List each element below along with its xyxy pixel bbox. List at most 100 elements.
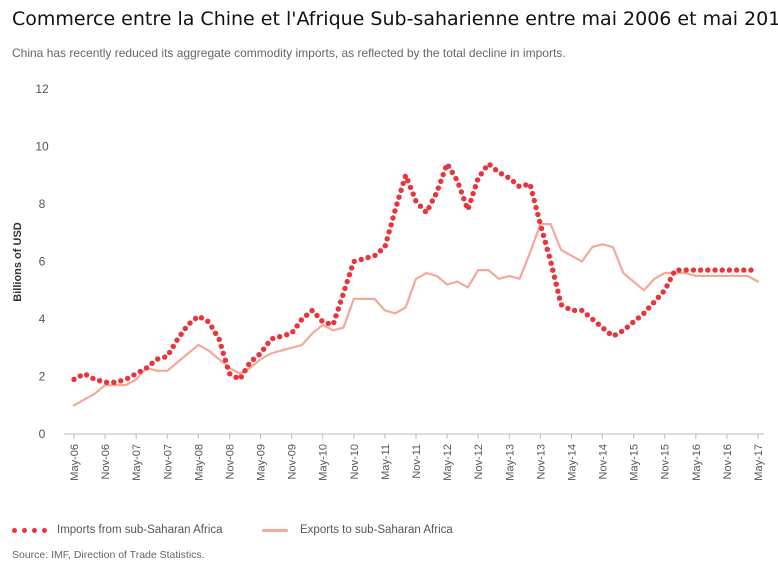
imports-dot: [137, 368, 143, 375]
x-tick-label: Nov-06: [100, 444, 112, 479]
imports-dot: [227, 371, 233, 377]
imports-dot: [342, 285, 348, 292]
x-tick-label: May-13: [504, 444, 516, 481]
imports-dot: [170, 343, 176, 350]
imports-dot: [382, 243, 388, 249]
imports-dot: [277, 334, 283, 340]
imports-dot: [606, 330, 613, 337]
imports-dot: [553, 281, 559, 287]
imports-dot: [166, 349, 173, 356]
imports-dot: [111, 379, 117, 385]
imports-dot: [77, 373, 84, 379]
x-tick-label: Nov-12: [473, 444, 485, 479]
imports-dot: [548, 260, 554, 266]
x-tick-label: Nov-16: [722, 444, 734, 479]
imports-dot: [260, 346, 267, 352]
legend-label-imports: Imports from sub-Saharan Africa: [57, 524, 223, 536]
imports-dot: [468, 197, 474, 204]
y-axis: 0 2 4 6 8 10 12: [35, 82, 49, 441]
imports-dot: [528, 183, 534, 190]
imports-dot: [314, 312, 320, 319]
y-tick-label: 4: [39, 312, 46, 326]
imports-dot: [472, 184, 479, 190]
dotted-line-swatch-icon: [12, 527, 47, 533]
imports-dot: [377, 248, 384, 254]
imports-dot: [284, 332, 290, 338]
imports-dot: [294, 323, 300, 329]
imports-dot: [748, 267, 754, 273]
imports-dot: [218, 343, 224, 350]
imports-dot: [690, 267, 697, 273]
series-exports: [72, 223, 760, 407]
imports-dot: [103, 379, 110, 385]
imports-dot: [96, 378, 103, 384]
imports-dot: [551, 274, 558, 280]
x-tick-label: Nov-14: [598, 444, 610, 479]
imports-dot: [612, 332, 618, 338]
x-tick-label: May-11: [380, 444, 392, 480]
imports-dot: [630, 319, 636, 326]
imports-dot: [498, 171, 505, 177]
x-tick-label: May-12: [442, 444, 454, 481]
line-chart: 0 2 4 6 8 10 12 May-06 Nov-06 May-07 Nov-07 May-08…: [12, 82, 765, 481]
imports-dot: [358, 256, 364, 263]
x-tick-label: Nov-13: [535, 444, 547, 479]
imports-dot: [505, 174, 511, 180]
imports-dot: [435, 185, 441, 191]
imports-dot: [270, 335, 276, 342]
imports-dot: [187, 320, 193, 326]
imports-dot: [256, 352, 262, 358]
imports-dot: [535, 211, 541, 218]
imports-dot: [590, 316, 596, 323]
imports-dot: [565, 305, 571, 312]
imports-dot: [410, 191, 416, 197]
imports-dot: [407, 184, 414, 191]
imports-dot: [650, 300, 657, 306]
imports-dot: [131, 372, 137, 378]
x-tick-label: May-17: [753, 444, 765, 481]
imports-dot: [340, 292, 346, 298]
imports-dot: [538, 225, 545, 232]
imports-dot: [265, 340, 271, 347]
imports-dot: [458, 189, 465, 195]
imports-dot: [555, 288, 561, 294]
imports-dot: [453, 175, 459, 182]
source-note: Source: IMF, Direction of Trade Statisti…: [12, 549, 205, 561]
imports-dot: [667, 276, 673, 283]
imports-dot: [212, 330, 219, 336]
x-tick-label: May-16: [691, 444, 703, 481]
imports-dot: [224, 364, 231, 370]
imports-dot: [523, 182, 529, 188]
imports-dot: [83, 372, 90, 378]
imports-dot: [635, 315, 642, 321]
x-tick-label: May-10: [318, 444, 330, 481]
imports-dot: [571, 307, 578, 314]
y-tick-label: 6: [39, 255, 46, 269]
imports-dot: [118, 378, 124, 384]
imports-dot: [325, 320, 331, 327]
imports-dot: [660, 289, 666, 295]
imports-dot: [540, 232, 547, 239]
imports-dot: [155, 356, 161, 362]
imports-dot: [331, 319, 337, 326]
imports-dot: [432, 192, 439, 198]
imports-dot: [533, 204, 539, 211]
imports-dot: [664, 283, 670, 289]
imports-dot: [655, 294, 662, 300]
imports-dot: [584, 312, 590, 318]
imports-dot: [209, 324, 215, 330]
imports-dot: [601, 326, 607, 332]
imports-dot: [546, 253, 552, 259]
imports-dot: [726, 267, 733, 273]
imports-dot: [390, 215, 396, 221]
imports-dot: [697, 267, 704, 273]
imports-dot: [550, 267, 556, 273]
imports-dot: [388, 222, 394, 228]
x-tick-label: Nov-09: [287, 444, 299, 479]
imports-dot: [174, 337, 180, 343]
imports-dot: [422, 208, 429, 215]
imports-dot: [449, 169, 455, 176]
imports-dot: [398, 187, 404, 193]
imports-dot: [537, 218, 543, 225]
imports-dot: [222, 357, 229, 363]
